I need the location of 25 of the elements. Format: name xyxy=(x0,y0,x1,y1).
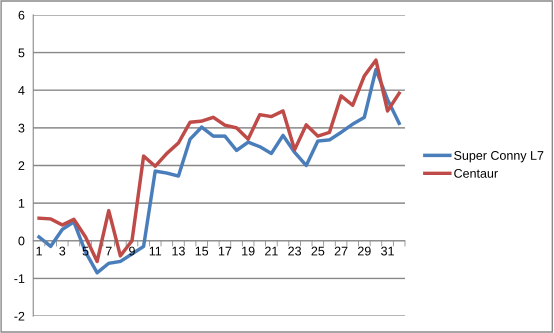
x-tick-label: 19 xyxy=(242,246,255,256)
y-tick-label: -2 xyxy=(14,312,24,321)
x-tick-label: 31 xyxy=(381,246,394,256)
x-tick-label: 15 xyxy=(196,246,208,256)
x-tick-label: 27 xyxy=(334,246,348,256)
y-tick-label: -1 xyxy=(14,274,24,283)
y-tick-label: 2 xyxy=(18,161,24,170)
y-tick-label: 3 xyxy=(18,124,24,133)
x-tick-label: 11 xyxy=(150,246,162,256)
legend-label: Super Conny L7 xyxy=(454,151,544,162)
x-tick-label: 23 xyxy=(288,246,302,256)
x-tick-label: 25 xyxy=(312,246,324,256)
y-tick-label: 0 xyxy=(18,236,24,246)
x-tick-label: 21 xyxy=(265,246,278,256)
y-tick-label: 1 xyxy=(18,199,24,208)
y-tick-label: 5 xyxy=(18,48,24,58)
y-tick-label: 6 xyxy=(18,10,24,20)
x-tick-label: 29 xyxy=(358,246,371,256)
x-tick-label: 3 xyxy=(59,246,66,256)
x-tick-label: 7 xyxy=(106,246,112,256)
y-tick-label: 4 xyxy=(18,86,25,95)
x-tick-label: 17 xyxy=(218,246,232,256)
x-tick-label: 1 xyxy=(36,246,42,256)
x-tick-label: 13 xyxy=(172,246,185,256)
legend-label: Centaur xyxy=(454,168,498,178)
